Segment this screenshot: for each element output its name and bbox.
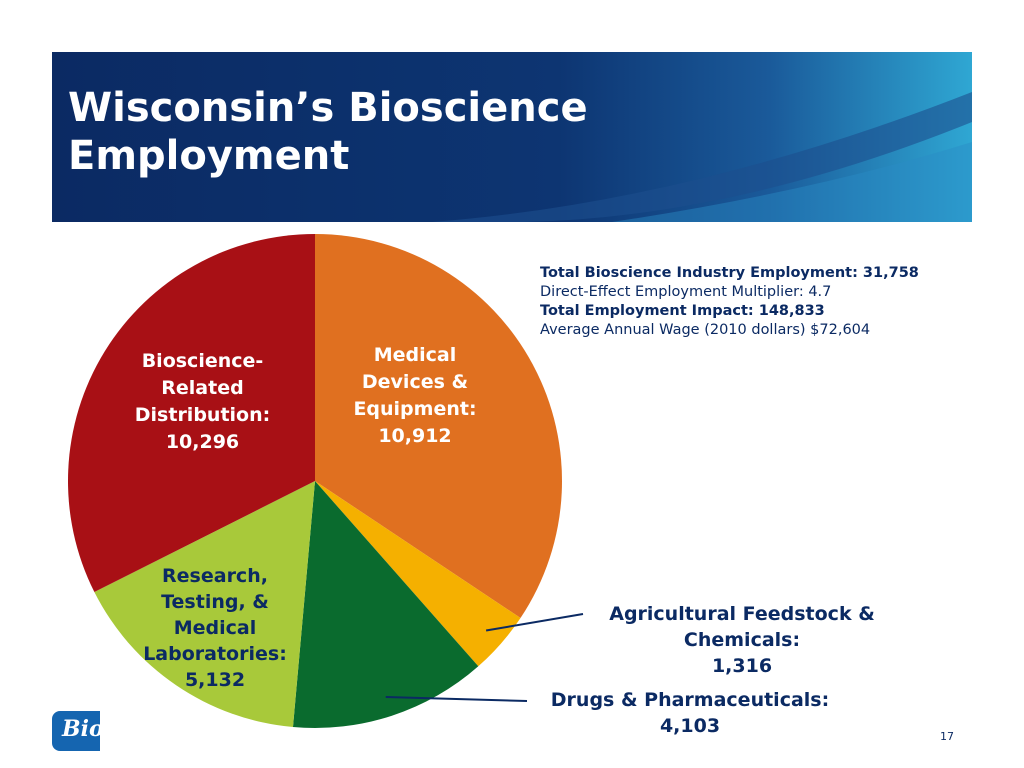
pie-slices: [67, 234, 562, 728]
slice-drugs-pharmaceuticals: [292, 481, 479, 728]
leader-line-drugs: [385, 695, 528, 702]
stat-total-impact: Total Employment Impact: 148,833: [540, 303, 825, 319]
employment-stats: Total Bioscience Industry Employment: 31…: [540, 264, 919, 340]
leader-line-agricultural: [485, 613, 584, 632]
slice-label-drugs-pharmaceuticals: Drugs & Pharmaceuticals: 4,103: [550, 689, 830, 737]
slice-label-medical-devices: Medical Devices & Equipment: 10,912: [353, 344, 477, 447]
stat-multiplier: Direct-Effect Employment Multiplier: 4.7: [540, 284, 832, 300]
slice-research-testing: [94, 481, 315, 728]
bio-logo: Bio: [52, 711, 100, 751]
slice-label-research-testing: Research, Testing, & Medical Laboratorie…: [143, 565, 287, 691]
title-banner: Wisconsin’s Bioscience Employment: [52, 52, 972, 222]
stat-average-wage: Average Annual Wage (2010 dollars) $72,6…: [540, 322, 871, 338]
bio-logo-text: Bio: [62, 716, 100, 742]
banner-swoosh-graphic: [432, 92, 972, 222]
slice-bioscience-distribution: [67, 234, 315, 593]
stat-total-employment: Total Bioscience Industry Employment: 31…: [540, 265, 919, 281]
callout-leader-lines: [385, 613, 584, 702]
slice-label-agricultural-feedstock: Agricultural Feedstock & Chemicals: 1,31…: [609, 603, 875, 677]
slide-title: Wisconsin’s Bioscience Employment: [68, 85, 588, 179]
slice-agricultural-feedstock: [315, 481, 521, 667]
page-number: 17: [940, 730, 954, 743]
slice-label-bioscience-distribution: Bioscience- Related Distribution: 10,296: [134, 350, 271, 453]
slice-medical-devices: [315, 234, 562, 619]
